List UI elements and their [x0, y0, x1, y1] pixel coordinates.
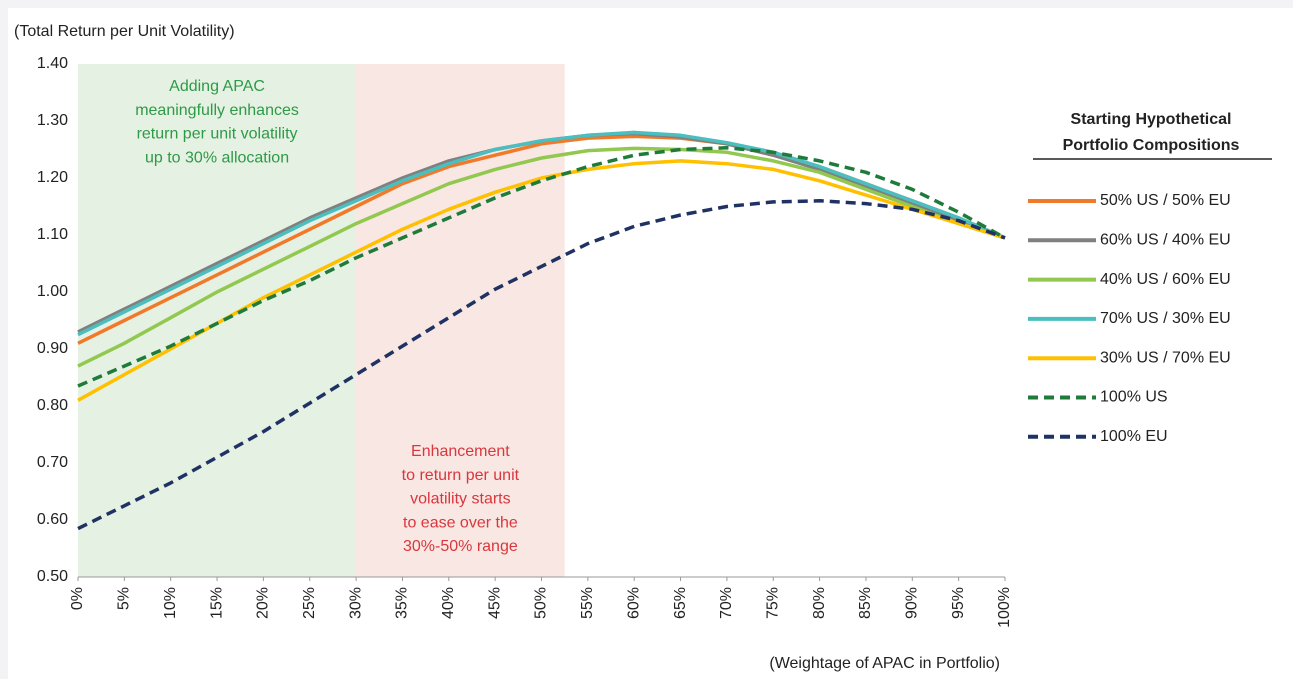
x-tick-label: 10% — [162, 587, 179, 619]
band-annotation: volatility starts — [410, 491, 510, 508]
x-tick-label: 5% — [116, 587, 133, 610]
legend-label: 40% US / 60% EU — [1100, 271, 1231, 288]
series-line — [77, 146, 1006, 368]
x-tick-label: 80% — [811, 587, 828, 619]
series-line — [77, 130, 1006, 337]
legend-label: 30% US / 70% EU — [1100, 349, 1231, 366]
x-tick-label: 85% — [857, 587, 874, 619]
y-tick-label: 1.30 — [37, 112, 68, 129]
legend-label: 50% US / 50% EU — [1100, 192, 1231, 209]
x-tick-label: 100% — [996, 587, 1013, 628]
x-tick-label: 60% — [625, 587, 642, 619]
x-tick-label: 55% — [579, 587, 596, 619]
x-tick-label: 70% — [718, 587, 735, 619]
series-line — [77, 146, 1006, 388]
y-tick-label: 0.70 — [37, 454, 68, 471]
y-tick-label: 0.80 — [37, 397, 68, 414]
x-tick-label: 95% — [950, 587, 967, 619]
x-tick-label: 50% — [533, 587, 550, 619]
band-annotation: Adding APAC — [169, 78, 265, 95]
legend-title: Starting Hypothetical — [1071, 111, 1232, 128]
x-tick-label: 90% — [904, 587, 921, 619]
band-annotation: to return per unit — [402, 467, 520, 484]
x-tick-label: 35% — [394, 587, 411, 619]
legend-title: Portfolio Compositions — [1063, 137, 1240, 154]
y-tick-label: 1.40 — [37, 55, 68, 72]
y-tick-label: 0.90 — [37, 340, 68, 357]
series-line — [77, 159, 1006, 402]
legend-label: 60% US / 40% EU — [1100, 232, 1231, 249]
y-tick-label: 1.10 — [37, 226, 68, 243]
x-axis-label: (Weightage of APAC in Portfolio) — [769, 655, 1000, 672]
legend-label: 70% US / 30% EU — [1100, 310, 1231, 327]
legend-label: 100% US — [1100, 389, 1168, 406]
series-line — [77, 199, 1006, 531]
legend-label: 100% EU — [1100, 428, 1168, 445]
x-tick-label: 30% — [347, 587, 364, 619]
band-annotation: meaningfully enhances — [135, 102, 299, 119]
x-tick-label: 0% — [69, 587, 86, 610]
x-tick-label: 40% — [440, 587, 457, 619]
y-axis-label: (Total Return per Unit Volatility) — [14, 23, 235, 40]
x-tick-label: 65% — [672, 587, 689, 619]
x-tick-label: 20% — [255, 587, 272, 619]
x-tick-label: 25% — [301, 587, 318, 619]
x-tick-label: 15% — [208, 587, 225, 619]
y-tick-label: 1.20 — [37, 169, 68, 186]
band-annotation: Enhancement — [411, 443, 510, 460]
band-annotation: return per unit volatility — [137, 126, 298, 143]
x-tick-label: 75% — [764, 587, 781, 619]
band-annotation: 30%-50% range — [403, 538, 518, 555]
band-annotation: up to 30% allocation — [145, 149, 289, 166]
band-annotation: to ease over the — [403, 514, 518, 531]
x-tick-label: 45% — [486, 587, 503, 619]
y-tick-label: 0.50 — [37, 568, 68, 585]
shaded-band — [356, 64, 565, 577]
y-tick-label: 1.00 — [37, 283, 68, 300]
y-tick-label: 0.60 — [37, 511, 68, 528]
